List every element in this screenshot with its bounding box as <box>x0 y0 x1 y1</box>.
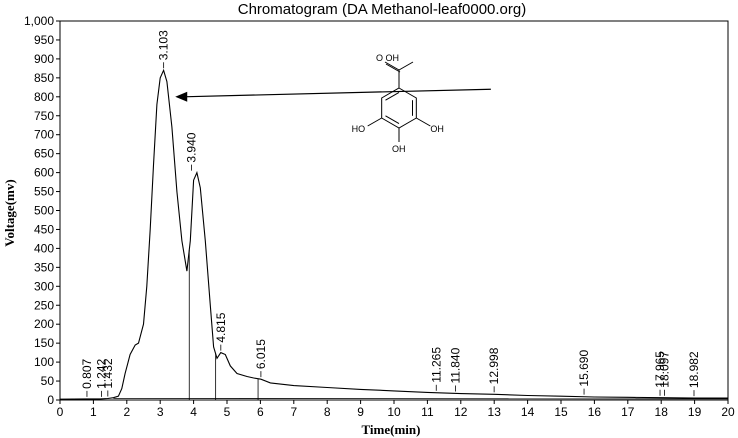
y-tick-label: 650 <box>34 147 54 161</box>
arrow-head <box>175 91 188 102</box>
x-tick-label: 1 <box>90 405 97 419</box>
x-tick-label: 12 <box>454 405 468 419</box>
y-tick-label: 400 <box>34 241 54 255</box>
x-tick-label: 0 <box>57 405 64 419</box>
y-tick-label: 900 <box>34 52 54 66</box>
x-axis-ticks: 0 1 2 3 4 5 6 7 8 9 10 11 12 13 14 15 16 17 18 19 20 <box>57 400 735 419</box>
y-tick-label: 600 <box>34 166 54 180</box>
y-tick-label: 550 <box>34 185 54 199</box>
oh-left-bond <box>367 117 382 127</box>
x-tick-label: 7 <box>290 405 297 419</box>
x-tick-label: 2 <box>123 405 130 419</box>
chart-title: Chromatogram (DA Methanol-leaf0000.org) <box>238 1 526 18</box>
y-tick-label: 450 <box>34 222 54 236</box>
y-tick-label: 750 <box>34 109 54 123</box>
arrow-shaft <box>183 88 491 98</box>
peak-label: 6.015 <box>254 339 268 369</box>
structure-annotation: O OH HO OH OH <box>175 53 491 154</box>
peak-label: 3.940 <box>185 132 199 162</box>
hydroxyl-bond <box>398 61 414 71</box>
peak-label: 12.998 <box>487 347 501 384</box>
x-tick-label: 15 <box>554 405 568 419</box>
oh-right-bond <box>416 117 431 127</box>
x-tick-label: 18 <box>655 405 669 419</box>
y-tick-label: 850 <box>34 71 54 85</box>
x-tick-label: 4 <box>190 405 197 419</box>
y-tick-label: 100 <box>34 355 54 369</box>
x-tick-label: 10 <box>387 405 401 419</box>
y-tick-label: 200 <box>34 317 54 331</box>
double-bond <box>385 91 400 101</box>
y-axis-label: Voltage(mv) <box>2 179 17 246</box>
oh-left-label: HO <box>352 124 366 134</box>
y-tick-label: 700 <box>34 128 54 142</box>
peak-label: 11.840 <box>448 347 462 383</box>
baseline-drops <box>188 249 259 400</box>
carbonyl-bond <box>384 61 400 71</box>
carboxyl-label: O OH <box>376 53 399 63</box>
x-tick-label: 13 <box>488 405 502 419</box>
x-tick-label: 9 <box>357 405 364 419</box>
chromatogram-trace <box>59 68 728 400</box>
peak-label: 3.103 <box>157 30 171 60</box>
y-tick-label: 800 <box>34 90 54 104</box>
peak-label: 15.690 <box>577 350 591 387</box>
x-tick-label: 14 <box>521 405 535 419</box>
x-axis-label: Time(min) <box>362 422 421 437</box>
peak-label: 17.965 <box>653 351 667 388</box>
x-tick-label: 17 <box>621 405 635 419</box>
x-tick-label: 11 <box>421 405 434 419</box>
x-tick-label: 3 <box>157 405 164 419</box>
y-axis-ticks: 0 50 100 150 200 250 300 350 400 450 500 550 600 650 7… <box>24 14 60 407</box>
x-tick-label: 8 <box>324 405 331 419</box>
peak-label: 1.432 <box>101 358 115 388</box>
peak-label: 0.807 <box>80 359 94 389</box>
y-tick-label: 250 <box>34 298 54 312</box>
y-tick-label: 350 <box>34 260 54 274</box>
benzene-ring <box>381 87 417 129</box>
y-tick-label: 50 <box>41 374 55 388</box>
y-tick-label: 0 <box>47 393 54 407</box>
y-tick-label: 150 <box>34 336 54 350</box>
x-tick-label: 19 <box>688 405 702 419</box>
peak-label: 1.242 <box>94 359 108 389</box>
double-bond <box>385 115 400 125</box>
y-tick-label: 1,000 <box>24 14 54 28</box>
x-tick-label: 6 <box>257 405 264 419</box>
peak-label: 18.097 <box>657 351 671 388</box>
oh-bottom-label: OH <box>392 144 406 154</box>
peak-label: 11.265 <box>429 347 443 383</box>
y-tick-label: 500 <box>34 204 54 218</box>
peak-label: 18.982 <box>687 351 701 388</box>
y-tick-label: 300 <box>34 279 54 293</box>
x-tick-label: 5 <box>224 405 231 419</box>
y-tick-label: 950 <box>34 33 54 47</box>
x-tick-label: 16 <box>588 405 602 419</box>
carbonyl-bond-2 <box>385 63 401 73</box>
x-tick-label: 20 <box>721 405 735 419</box>
oh-right-label: OH <box>430 124 444 134</box>
peak-label: 4.815 <box>214 312 228 342</box>
